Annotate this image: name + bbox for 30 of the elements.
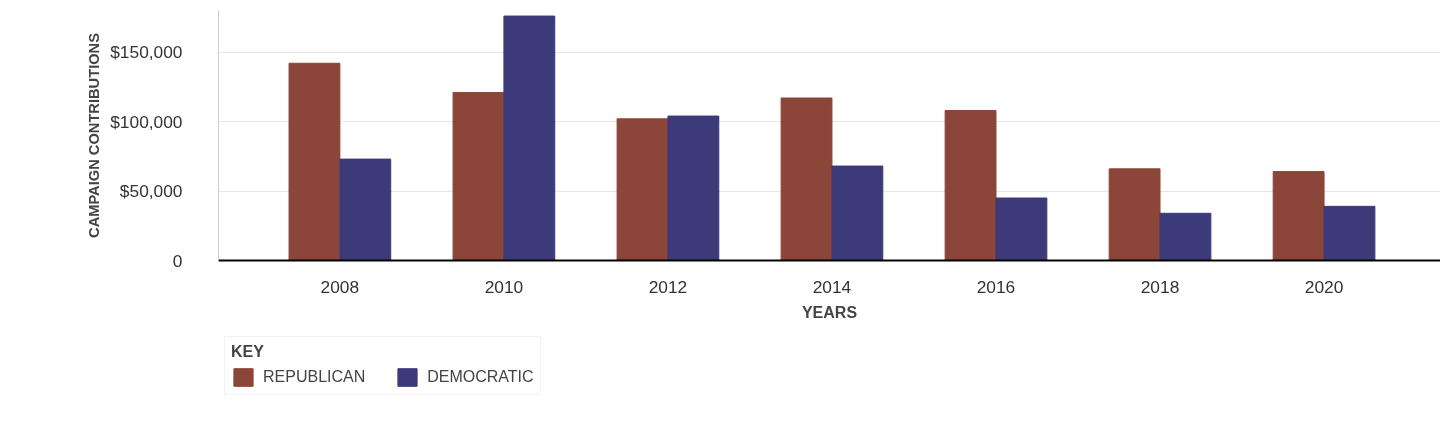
y-tick-label: $150,000	[110, 42, 183, 63]
x-axis-title: YEARS	[801, 303, 858, 321]
x-tick-label: 2014	[812, 276, 852, 297]
y-tick-label: $50,000	[119, 181, 183, 202]
x-tick-label: 2018	[1140, 276, 1180, 297]
bar	[1272, 171, 1325, 261]
y-tick-label: $100,000	[110, 111, 183, 132]
bar	[995, 197, 1048, 261]
bar	[288, 62, 341, 261]
legend-label: DEMOCRATIC	[427, 368, 534, 386]
bar	[831, 165, 884, 261]
bar	[1159, 212, 1212, 261]
bar	[944, 110, 997, 261]
bar	[780, 97, 833, 261]
legend-label: REPUBLICAN	[263, 368, 366, 386]
bar	[503, 15, 556, 261]
x-tick-label: 2008	[320, 276, 360, 297]
bar	[339, 158, 392, 261]
y-tick-label: 0	[172, 250, 183, 271]
legend-title: KEY	[231, 343, 265, 361]
x-tick-label: 2020	[1304, 276, 1344, 297]
y-axis-title: CAMPAIGN CONTRIBUTIONS	[86, 32, 103, 238]
x-tick-label: 2012	[648, 276, 688, 297]
x-tick-label: 2016	[976, 276, 1016, 297]
bar	[1108, 168, 1161, 261]
bar	[452, 91, 505, 261]
bar	[667, 115, 720, 261]
x-tick-label: 2010	[484, 276, 524, 297]
bar	[616, 118, 669, 261]
bar	[1323, 205, 1376, 261]
